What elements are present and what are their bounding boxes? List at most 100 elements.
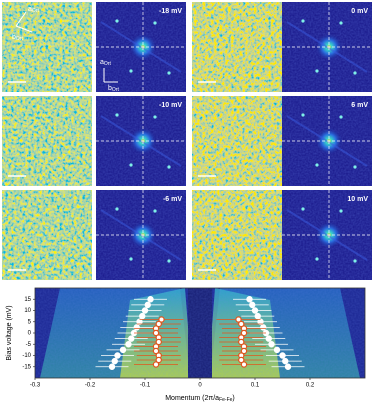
- y-tick-label: 5: [28, 319, 32, 325]
- axis-letter: b: [12, 34, 16, 41]
- x-label-sub: Fe-Fe: [219, 397, 233, 403]
- data-point: [238, 320, 245, 328]
- data-point: [125, 341, 132, 348]
- data-point: [265, 335, 272, 342]
- axis-letter: a: [28, 6, 32, 13]
- data-point: [249, 301, 256, 309]
- data-point: [155, 356, 162, 364]
- bragg-spot: [129, 163, 133, 167]
- bias-label: 0 mV: [351, 8, 368, 15]
- bias-label: -6 mV: [163, 196, 182, 203]
- b-label: bOrt: [12, 34, 23, 42]
- bias-label: 6 mV: [351, 102, 368, 109]
- x-tick-label: 0: [198, 383, 202, 389]
- x-tick-label: -0.1: [140, 383, 151, 389]
- y-tick-label: 0: [28, 331, 32, 337]
- real-space-image: [192, 96, 282, 186]
- data-point: [155, 338, 162, 346]
- y-axis-label: Bias voltage (mV): [6, 305, 13, 360]
- bragg-spot: [153, 21, 157, 25]
- data-point: [284, 363, 292, 370]
- arrow: [15, 25, 33, 33]
- bias-label: 10 mV: [347, 196, 368, 203]
- y-tick-label: -15: [22, 364, 31, 370]
- bragg-spot: [339, 209, 343, 213]
- bragg-spot: [115, 207, 119, 211]
- data-point: [133, 324, 140, 331]
- x-label-end: ): [232, 395, 234, 402]
- data-point: [144, 301, 151, 309]
- axis-sub: Ort: [16, 36, 24, 42]
- bragg-spot: [353, 71, 357, 75]
- bragg-spot: [115, 19, 119, 23]
- data-point: [254, 312, 261, 320]
- bragg-spot: [315, 69, 319, 73]
- axis-letter: a: [100, 59, 104, 66]
- data-point: [238, 338, 245, 346]
- data-point: [282, 357, 289, 365]
- bragg-spot: [339, 21, 343, 25]
- data-point: [240, 347, 248, 355]
- data-point: [128, 335, 135, 342]
- heatmap: [35, 288, 365, 378]
- x-tick-label: -0.2: [85, 383, 96, 389]
- panel-pair: -6 mV: [2, 190, 186, 280]
- bias-label: -10 mV: [159, 102, 182, 109]
- axis-sub: Ort: [32, 8, 40, 14]
- data-point: [279, 352, 286, 359]
- axis-sub: Ort: [104, 61, 112, 67]
- bragg-spot: [301, 113, 305, 117]
- panel-pair: -10 mV: [2, 96, 186, 186]
- bragg-spot: [301, 19, 305, 23]
- bragg-spot: [167, 71, 171, 75]
- bragg-spot: [167, 259, 171, 263]
- data-point: [238, 356, 245, 364]
- x-axis-label: Momentum (2π/aFe-Fe): [165, 395, 235, 403]
- data-point: [268, 341, 275, 348]
- data-point: [155, 320, 162, 328]
- bragg-spot: [339, 115, 343, 119]
- data-point: [158, 316, 165, 323]
- bias-label: -18 mV: [159, 8, 182, 15]
- bragg-spot: [153, 209, 157, 213]
- data-point: [235, 316, 242, 323]
- data-point: [257, 318, 264, 325]
- bragg-spot: [315, 163, 319, 167]
- y-tick-label: 15: [24, 297, 31, 303]
- chart: Bias voltage (mV) Momentum (2π/aFe-Fe) 1…: [6, 287, 366, 403]
- bragg-spot: [353, 165, 357, 169]
- panel-pair: 10 mV: [192, 190, 372, 280]
- data-point: [139, 312, 146, 320]
- data-point: [114, 352, 121, 359]
- data-point: [240, 361, 248, 368]
- data-point: [260, 324, 267, 331]
- bragg-spot: [153, 115, 157, 119]
- data-point: [240, 329, 248, 337]
- x-label-main: Momentum (2π/a: [165, 395, 219, 402]
- axis-letter: b: [108, 85, 112, 92]
- bragg-spot: [129, 257, 133, 261]
- bragg-spot: [167, 165, 171, 169]
- y-tick-label: -5: [26, 342, 32, 348]
- data-point: [108, 363, 116, 370]
- x-tick-label: -0.3: [30, 383, 41, 389]
- data-point: [246, 296, 253, 303]
- data-point: [251, 307, 259, 314]
- data-point: [136, 318, 143, 325]
- panel-pair: 6 mV: [192, 96, 372, 186]
- bragg-spot: [301, 207, 305, 211]
- real-space-image: [192, 190, 282, 280]
- data-point: [273, 346, 281, 354]
- data-point: [119, 346, 127, 354]
- panel-pair: 0 mV: [192, 2, 372, 92]
- bragg-spot: [353, 259, 357, 263]
- data-point: [111, 357, 118, 365]
- x-tick-label: 0.1: [251, 383, 260, 389]
- y-tick-label: 10: [24, 308, 31, 314]
- data-point: [152, 361, 160, 368]
- a-label: aOrt: [28, 6, 39, 14]
- data-point: [152, 347, 160, 355]
